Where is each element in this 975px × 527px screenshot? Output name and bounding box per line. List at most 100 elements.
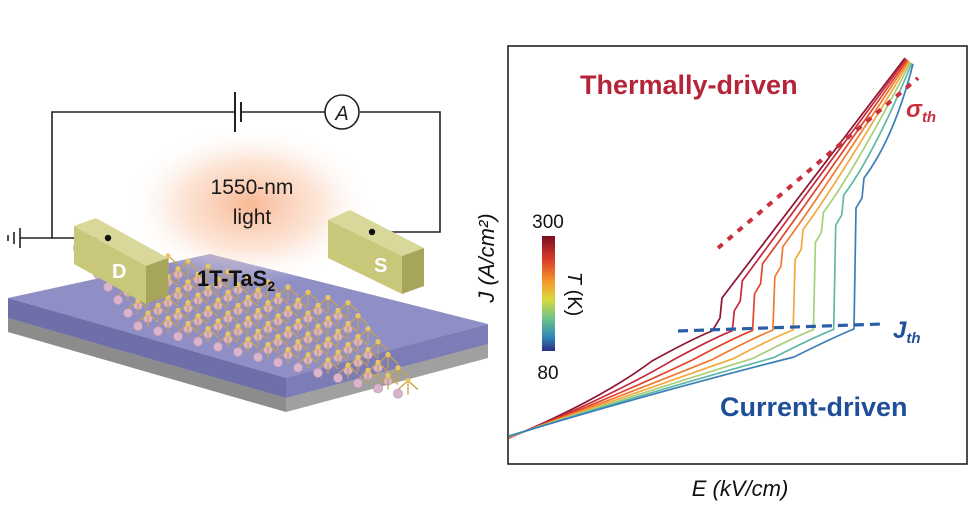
lattice-atom-s (255, 307, 261, 313)
lattice-atom-ta (313, 367, 323, 378)
lattice-atom-s (275, 333, 281, 339)
sigma-th-line (716, 76, 920, 250)
lattice-atom-s (295, 297, 301, 303)
drain-label: D (112, 261, 126, 283)
lattice-atom-s (195, 313, 201, 319)
lattice-atom-s (195, 271, 201, 277)
lattice-atom-s (185, 279, 191, 285)
lattice-atom-ta (353, 378, 363, 389)
source-label: S (374, 255, 387, 277)
lattice-atom-s (195, 292, 201, 298)
y-axis-label: J (A/cm²) (474, 213, 499, 303)
lattice-atom-s (205, 305, 211, 311)
lattice-atom-s (335, 307, 341, 313)
lattice-atom-ta (393, 388, 403, 399)
lattice-atom-s (325, 357, 331, 363)
lattice-atom-s (205, 284, 211, 290)
lattice-atom-s (245, 315, 251, 321)
lattice-atom-ta (253, 352, 263, 363)
lattice-atom-s (205, 326, 211, 332)
lattice-atom-s (365, 367, 371, 373)
lattice-atom-ta (193, 336, 203, 347)
lattice-atom-ta (153, 326, 163, 337)
je-curve (508, 57, 906, 439)
lattice-atom-s (375, 359, 381, 365)
lattice-atom-s (235, 281, 241, 287)
ammeter-label: A (334, 103, 348, 125)
lattice-atom-s (345, 320, 351, 326)
jth-line (677, 322, 883, 333)
je-curve (508, 58, 907, 439)
lattice-atom-ta (373, 383, 383, 394)
circuit-wire-right (360, 111, 441, 233)
lattice-atom-s (165, 253, 171, 259)
substrate-gray-front (8, 318, 286, 412)
lattice-atom-ta (113, 295, 123, 305)
lattice-atom-s (405, 378, 411, 384)
lattice-atom-s (285, 346, 291, 352)
lattice-atom-s (145, 310, 151, 316)
lattice-atom-s (245, 274, 251, 280)
je-curve (508, 60, 910, 438)
lattice-atom-s (215, 318, 221, 324)
light-label-line1: 1550-nm (211, 176, 294, 199)
lattice-atom-s (305, 352, 311, 358)
lattice-atom-s (175, 266, 181, 272)
current-label: Current-driven (720, 392, 908, 422)
light-glow (125, 125, 375, 285)
lattice-atom-ta (333, 373, 343, 383)
lattice-atom-s (315, 323, 321, 329)
lattice-atom-ta (133, 321, 143, 331)
lattice-atom-s (185, 320, 191, 326)
lattice-atom-s (175, 307, 181, 313)
lattice-atom-s (325, 336, 331, 342)
lattice-atom-s (235, 323, 241, 329)
x-axis-label: E (kV/cm) (692, 476, 789, 501)
lattice-atom-s (355, 313, 361, 319)
ammeter-icon (324, 94, 360, 130)
lattice-atom-s (355, 333, 361, 339)
lattice-atom-s (265, 341, 271, 347)
lattice-atom-s (305, 310, 311, 316)
lattice-atom-ta (233, 347, 243, 357)
lattice-atom-s (365, 326, 371, 332)
je-curve (508, 63, 914, 437)
lattice-atom-s (205, 263, 211, 269)
je-curve (508, 62, 913, 438)
lattice-atom-s (185, 300, 191, 306)
lattice-atom-s (395, 365, 401, 371)
lattice-atom-s (275, 313, 281, 319)
lattice-atom-s (335, 349, 341, 355)
lattice-atom-s (295, 318, 301, 324)
lattice-atom-s (385, 352, 391, 358)
lattice-atom-s (315, 344, 321, 350)
plot-frame (507, 45, 968, 465)
lattice-atom-s (355, 354, 361, 360)
colorbar (542, 236, 555, 351)
lattice-atom-s (265, 300, 271, 306)
lattice-atom-s (245, 294, 251, 300)
lattice-atom-s (165, 315, 171, 321)
lattice-atom-s (265, 320, 271, 326)
je-curve (508, 60, 911, 438)
drain-electrode: D (74, 218, 168, 304)
device-schematic: A D S 1550-nm light 1T-TaS2 (7, 92, 488, 412)
thermal-label: Thermally-driven (580, 70, 798, 100)
lattice-atom-s (235, 302, 241, 308)
lattice-atom-s (155, 302, 161, 308)
lattice-atom-s (285, 305, 291, 311)
lattice-atom-s (175, 287, 181, 293)
je-chart: Thermally-driven Current-driven σth Jth … (474, 45, 968, 501)
je-curve (508, 61, 912, 438)
sigma-th-label: σth (906, 96, 936, 126)
lattice-atom-s (325, 294, 331, 300)
lattice-atom-ta (213, 341, 223, 352)
lattice-atom-s (345, 300, 351, 306)
colorbar-min: 80 (537, 363, 558, 384)
source-electrode: S (328, 210, 424, 294)
lattice-atom-s (285, 284, 291, 290)
lattice-atom-s (345, 341, 351, 347)
lattice-atom-ta (293, 362, 303, 373)
je-curve (508, 59, 908, 439)
